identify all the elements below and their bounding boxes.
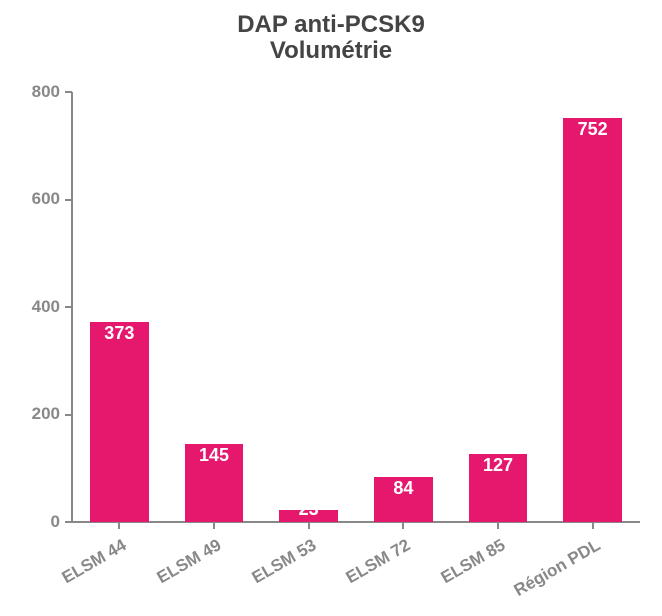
x-tick [308,522,310,529]
bar-value-label: 23 [299,499,319,520]
bar [563,118,622,522]
y-tick [65,414,72,416]
chart-title-line1: DAP anti-PCSK9 [0,12,662,38]
bar-value-label: 84 [393,478,413,499]
y-tick-label: 800 [0,82,60,102]
bar-value-label: 752 [578,119,608,140]
x-tick [118,522,120,529]
bar-value-label: 373 [104,323,134,344]
y-tick [65,91,72,93]
x-tick-label: Région PDL [510,535,603,600]
x-tick [592,522,594,529]
y-tick-label: 0 [0,512,60,532]
y-tick [65,199,72,201]
y-tick-label: 200 [0,404,60,424]
x-axis-line [72,521,640,523]
x-tick-label: ELSM 53 [248,535,319,588]
plot-area: 0200400600800373ELSM 44145ELSM 4923ELSM … [72,92,640,522]
x-tick [402,522,404,529]
y-tick-label: 600 [0,189,60,209]
y-tick-label: 400 [0,297,60,317]
x-tick [497,522,499,529]
y-tick [65,306,72,308]
y-tick [65,521,72,523]
bar-chart: DAP anti-PCSK9 Volumétrie 02004006008003… [0,0,662,616]
chart-title-line2: Volumétrie [0,38,662,64]
x-tick-label: ELSM 85 [438,535,509,588]
bar-value-label: 127 [483,455,513,476]
x-tick-label: ELSM 44 [59,535,130,588]
x-tick-label: ELSM 49 [154,535,225,588]
bar-value-label: 145 [199,445,229,466]
chart-title: DAP anti-PCSK9 Volumétrie [0,12,662,65]
bar [90,322,149,522]
x-tick [213,522,215,529]
x-tick-label: ELSM 72 [343,535,414,588]
